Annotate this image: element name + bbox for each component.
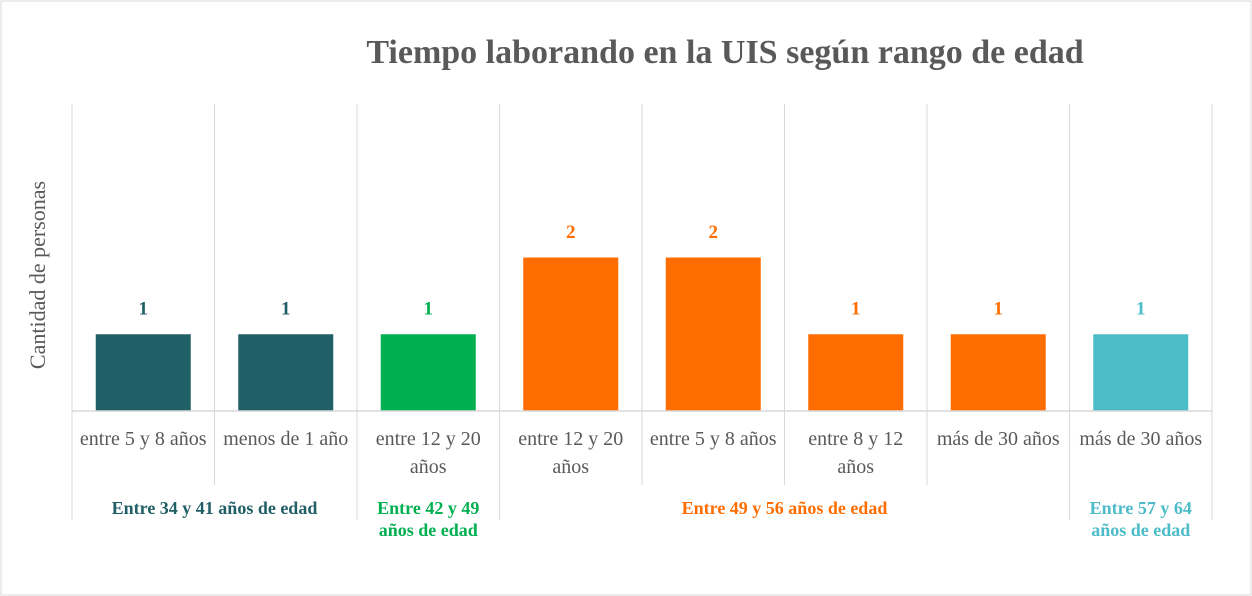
- bar: [238, 334, 334, 411]
- x-tick-label: menos de 1 año: [223, 428, 349, 450]
- y-axis-label: Cantidad de personas: [25, 181, 50, 369]
- x-tick-label: entre 8 y 12 años: [808, 428, 904, 478]
- x-tick-label: más de 30 años: [936, 428, 1060, 450]
- data-label: 1: [424, 299, 434, 320]
- x-tick-label-box: entre 12 y 20 años: [518, 428, 624, 478]
- data-label: 1: [1136, 299, 1146, 320]
- x-tick-label: entre 5 y 8 años: [649, 428, 777, 450]
- x-tick-label-box: entre 8 y 12 años: [808, 428, 904, 478]
- data-label: 1: [851, 299, 861, 320]
- data-label: 2: [566, 222, 576, 243]
- chart-title: Tiempo laborando en la UIS según rango d…: [366, 34, 1083, 71]
- x-tick-label-box: más de 30 años: [936, 428, 1060, 450]
- data-label: 1: [281, 299, 291, 320]
- x-tick-label: entre 5 y 8 años: [79, 428, 207, 450]
- group-label-box: Entre 49 y 56 años de edad: [681, 498, 888, 518]
- group-label: Entre 49 y 56 años de edad: [681, 498, 888, 518]
- bar: [380, 334, 476, 411]
- group-label-box: Entre 57 y 64 años de edad: [1089, 498, 1192, 540]
- bar: [523, 257, 619, 411]
- bar: [950, 334, 1046, 411]
- bar: [95, 334, 191, 411]
- bar: [665, 257, 761, 411]
- data-label: 2: [709, 222, 719, 243]
- x-tick-label-box: entre 5 y 8 años: [649, 428, 777, 450]
- group-label: Entre 57 y 64 años de edad: [1089, 498, 1192, 540]
- x-tick-label-box: entre 5 y 8 años: [79, 428, 207, 450]
- x-tick-label: más de 30 años: [1079, 428, 1203, 450]
- x-tick-label-box: más de 30 años: [1079, 428, 1203, 450]
- data-label: 1: [139, 299, 149, 320]
- group-label: Entre 42 y 49 años de edad: [377, 498, 480, 540]
- group-label: Entre 34 y 41 años de edad: [111, 498, 318, 518]
- data-label: 1: [994, 299, 1004, 320]
- x-tick-label-box: menos de 1 año: [223, 428, 349, 450]
- bar: [1093, 334, 1189, 411]
- bar: [808, 334, 904, 411]
- x-tick-label: entre 12 y 20 años: [518, 428, 624, 478]
- group-label-box: Entre 34 y 41 años de edad: [111, 498, 318, 518]
- x-tick-label: entre 12 y 20 años: [375, 428, 481, 478]
- x-tick-label-box: entre 12 y 20 años: [375, 428, 481, 478]
- group-label-box: Entre 42 y 49 años de edad: [377, 498, 480, 540]
